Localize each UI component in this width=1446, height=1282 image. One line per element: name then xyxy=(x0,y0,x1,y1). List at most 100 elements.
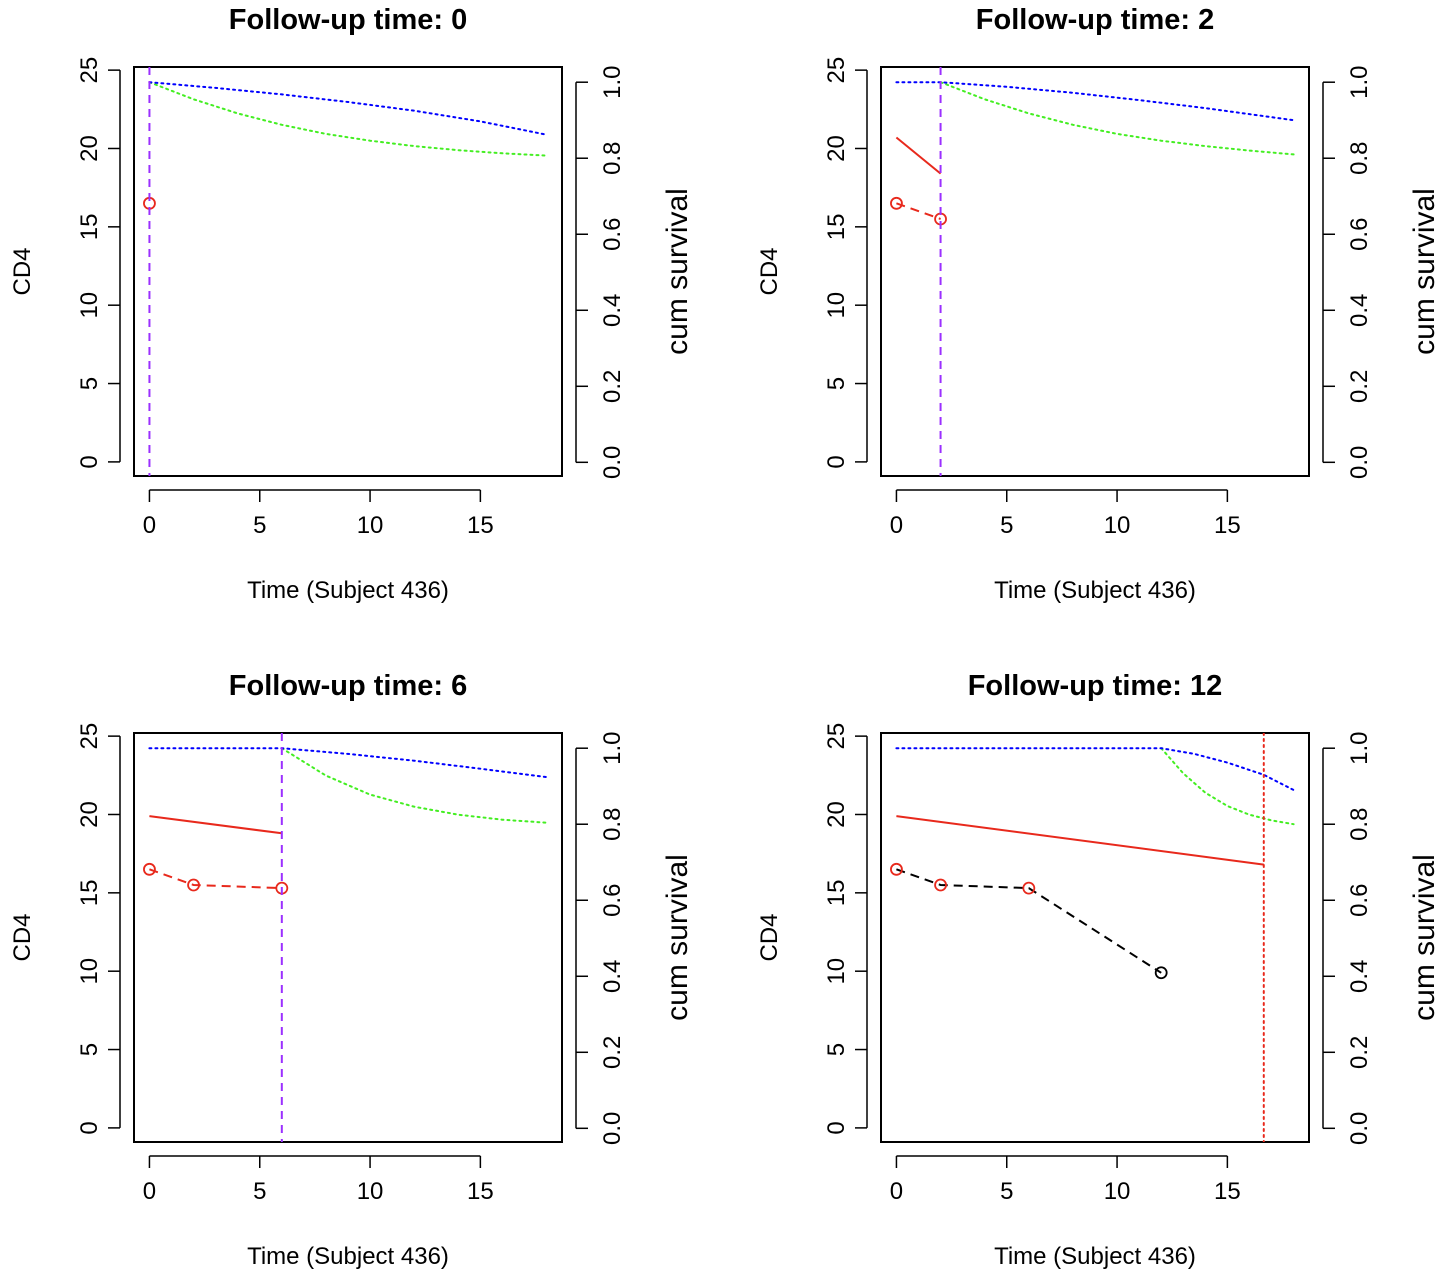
y-right-tick-label: 0.6 xyxy=(1346,884,1373,917)
y-right-tick-label: 0.0 xyxy=(599,1112,626,1145)
plot-frame xyxy=(133,66,563,477)
x-tick-label: 5 xyxy=(1000,512,1013,539)
survival-lower-line xyxy=(1160,747,1295,826)
observed-point xyxy=(934,878,947,892)
x-tick-label: 5 xyxy=(253,1178,266,1205)
survival-lower-line xyxy=(939,81,1295,156)
x-tick-label: 15 xyxy=(1214,1178,1241,1205)
y-tick-label: 0 xyxy=(76,455,103,468)
y-axis-left: 0 5 10 15 20 25 CD4 xyxy=(756,57,868,469)
survival-mean-line xyxy=(895,81,1295,122)
fitted-cd4-line xyxy=(896,815,1264,866)
fitted-cd4-line xyxy=(149,815,282,835)
x-axis: 0 5 10 15 Time (Subject 436) xyxy=(143,1155,494,1270)
y-axis-right-title: cum survival xyxy=(1408,188,1441,355)
x-tick-label: 0 xyxy=(890,1178,903,1205)
y-axis-left: 0 5 10 15 20 25 CD4 xyxy=(756,723,868,1135)
observed-point xyxy=(890,196,903,210)
x-tick-label: 10 xyxy=(357,512,384,539)
y-tick-label: 15 xyxy=(76,213,103,240)
future-observed-line xyxy=(896,868,1162,974)
y-tick-label: 25 xyxy=(823,723,850,750)
y-right-tick-label: 1.0 xyxy=(1346,66,1373,99)
y-axis-title: CD4 xyxy=(9,247,36,295)
survival-lower-line xyxy=(148,81,548,157)
x-tick-label: 15 xyxy=(467,1178,494,1205)
y-right-tick-label: 0.0 xyxy=(599,446,626,479)
y-tick-label: 20 xyxy=(76,135,103,162)
y-right-tick-label: 0.6 xyxy=(1346,218,1373,251)
observed-point xyxy=(143,862,156,876)
y-axis-right: 0.0 0.2 0.4 0.6 0.8 1.0 cum survival xyxy=(1322,66,1441,479)
panel-title: Follow-up time: 12 xyxy=(968,670,1223,702)
y-right-tick-label: 0.2 xyxy=(1346,1036,1373,1069)
observed-point xyxy=(890,862,903,876)
panel-title: Follow-up time: 0 xyxy=(229,4,467,36)
y-tick-label: 10 xyxy=(823,958,850,985)
x-tick-label: 5 xyxy=(253,512,266,539)
plot-area xyxy=(890,733,1295,1142)
y-tick-label: 25 xyxy=(823,57,850,84)
panel-2: Follow-up time: 2 0 5 10 15 Time (Subject 436… xyxy=(756,4,1441,604)
y-tick-label: 10 xyxy=(823,292,850,319)
observed-point xyxy=(1022,881,1036,895)
y-axis-right: 0.0 0.2 0.4 0.6 0.8 1.0 cum survival xyxy=(1322,732,1441,1145)
x-axis: 0 5 10 15 Time (Subject 436) xyxy=(143,489,494,604)
x-tick-label: 10 xyxy=(357,1178,384,1205)
y-tick-label: 0 xyxy=(76,1121,103,1134)
y-tick-label: 15 xyxy=(76,879,103,906)
y-right-tick-label: 0.4 xyxy=(1346,294,1373,327)
y-tick-label: 5 xyxy=(76,1043,103,1056)
future-observed-point xyxy=(1154,966,1168,980)
y-right-tick-label: 0.4 xyxy=(599,294,626,327)
fitted-cd4-line xyxy=(895,136,942,175)
y-tick-label: 20 xyxy=(76,801,103,828)
survival-mean-line xyxy=(148,747,548,779)
x-tick-label: 10 xyxy=(1104,512,1131,539)
y-right-tick-label: 0.0 xyxy=(1346,446,1373,479)
y-axis-right-title: cum survival xyxy=(661,854,694,1021)
plot-frame xyxy=(880,732,1310,1143)
x-tick-label: 0 xyxy=(143,1178,156,1205)
x-axis-title: Time (Subject 436) xyxy=(247,577,449,604)
y-tick-label: 10 xyxy=(76,292,103,319)
y-tick-label: 25 xyxy=(76,723,103,750)
y-tick-label: 10 xyxy=(76,958,103,985)
x-axis: 0 5 10 15 Time (Subject 436) xyxy=(890,1155,1241,1270)
panel-1: Follow-up time: 0 0 5 10 15 Time (Subject 436… xyxy=(9,4,694,604)
y-tick-label: 5 xyxy=(823,377,850,390)
y-right-tick-label: 0.8 xyxy=(599,808,626,841)
y-axis-title: CD4 xyxy=(756,247,783,295)
y-right-tick-label: 0.0 xyxy=(1346,1112,1373,1145)
y-tick-label: 25 xyxy=(76,57,103,84)
y-axis-left: 0 5 10 15 20 25 CD4 xyxy=(9,57,121,469)
y-right-tick-label: 0.2 xyxy=(1346,370,1373,403)
y-tick-label: 15 xyxy=(823,879,850,906)
y-tick-label: 20 xyxy=(823,135,850,162)
observed-point xyxy=(187,878,200,892)
y-right-tick-label: 0.4 xyxy=(1346,960,1373,993)
plot-area xyxy=(143,733,548,1142)
x-tick-label: 15 xyxy=(467,512,494,539)
y-right-tick-label: 1.0 xyxy=(1346,732,1373,765)
y-right-tick-label: 0.8 xyxy=(1346,808,1373,841)
x-axis-title: Time (Subject 436) xyxy=(994,577,1196,604)
x-tick-label: 5 xyxy=(1000,1178,1013,1205)
y-axis-right: 0.0 0.2 0.4 0.6 0.8 1.0 cum survival xyxy=(575,66,694,479)
survival-mean-line xyxy=(148,81,548,136)
y-tick-label: 20 xyxy=(823,801,850,828)
x-tick-label: 10 xyxy=(1104,1178,1131,1205)
y-tick-label: 15 xyxy=(823,213,850,240)
y-axis-left: 0 5 10 15 20 25 CD4 xyxy=(9,723,121,1135)
survival-lower-line xyxy=(280,747,548,824)
observed-line xyxy=(149,868,282,890)
y-right-tick-label: 0.4 xyxy=(599,960,626,993)
y-right-tick-label: 0.2 xyxy=(599,1036,626,1069)
y-right-tick-label: 0.8 xyxy=(599,142,626,175)
y-tick-label: 5 xyxy=(823,1043,850,1056)
panel-title: Follow-up time: 6 xyxy=(229,670,467,702)
y-tick-label: 0 xyxy=(823,1121,850,1134)
y-right-tick-label: 0.8 xyxy=(1346,142,1373,175)
x-axis-title: Time (Subject 436) xyxy=(994,1243,1196,1270)
